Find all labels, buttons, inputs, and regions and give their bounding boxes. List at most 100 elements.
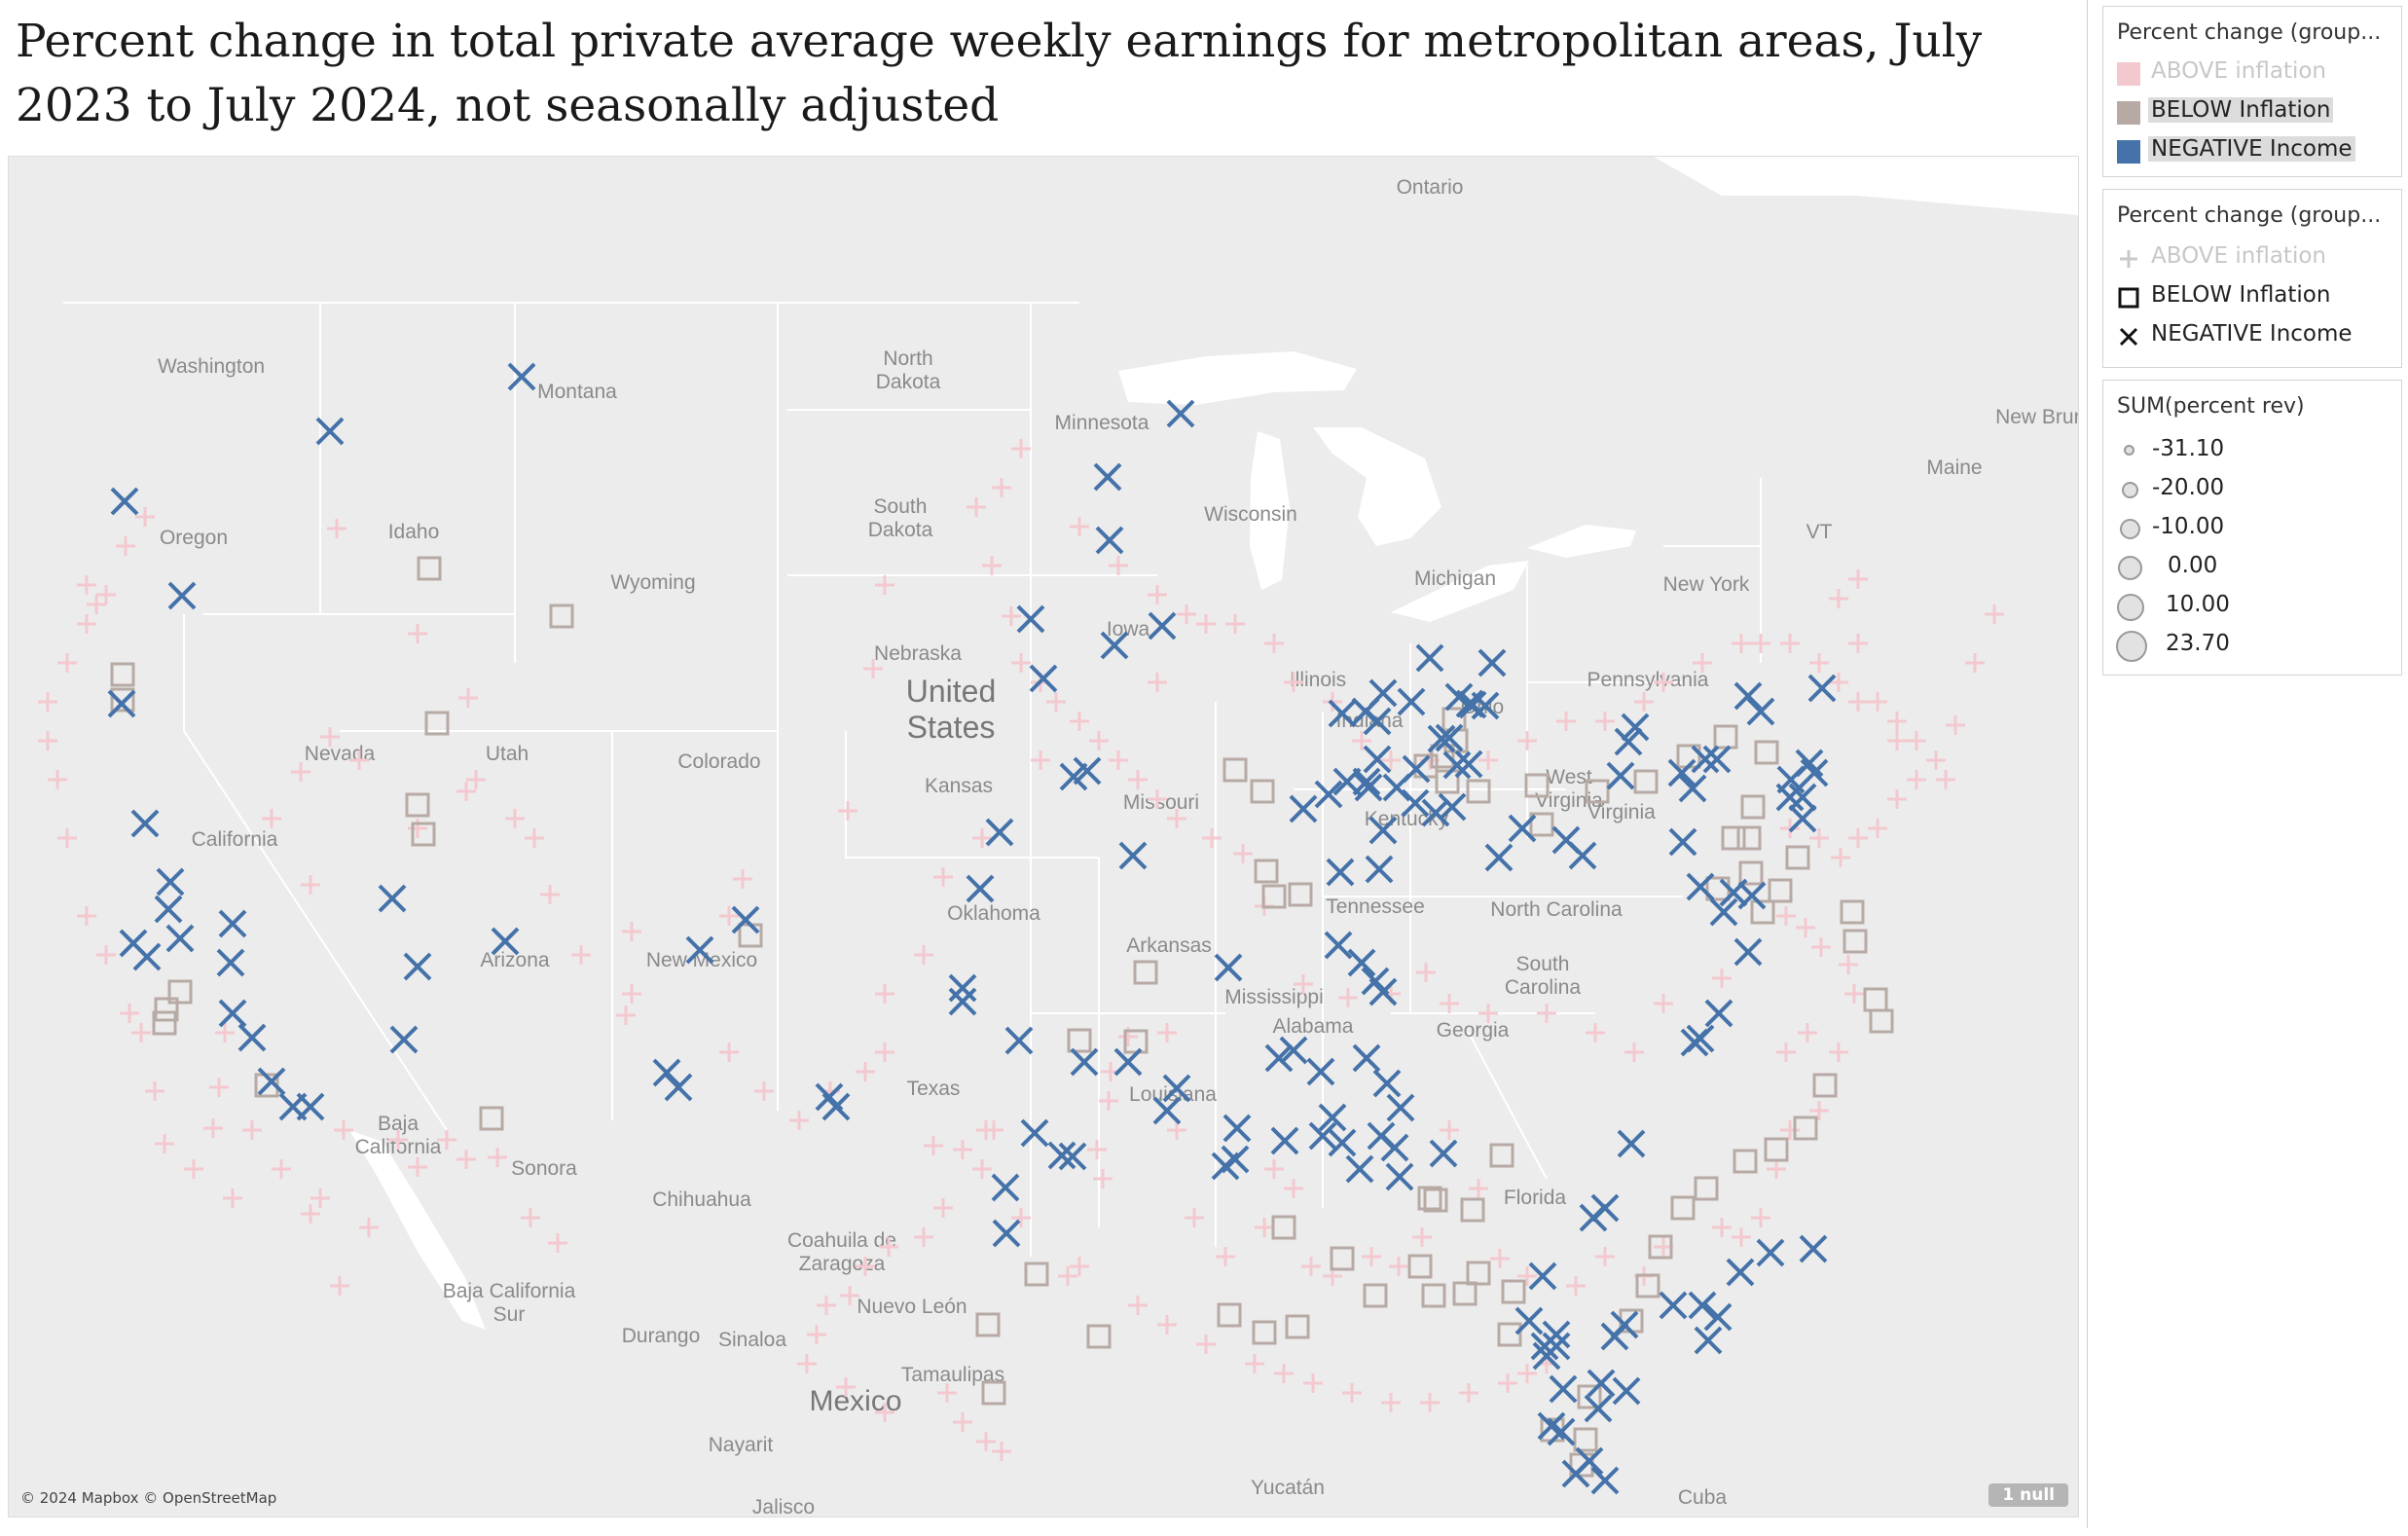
negative-income-marker[interactable] bbox=[1702, 745, 1732, 774]
below-inflation-marker[interactable] bbox=[1585, 779, 1610, 804]
above-inflation-marker[interactable] bbox=[145, 1081, 164, 1101]
negative-income-marker[interactable] bbox=[403, 952, 432, 981]
map-view[interactable]: Washington Oregon Idaho Montana Wyoming Nevad… bbox=[8, 156, 2079, 1518]
below-inflation-marker[interactable] bbox=[1133, 960, 1158, 985]
above-inflation-marker[interactable] bbox=[525, 828, 544, 848]
above-inflation-marker[interactable] bbox=[1255, 1218, 1274, 1237]
negative-income-marker[interactable] bbox=[1587, 1369, 1616, 1398]
below-inflation-marker[interactable] bbox=[167, 979, 193, 1005]
negative-income-marker[interactable] bbox=[1214, 953, 1243, 982]
negative-income-marker[interactable] bbox=[821, 1092, 851, 1121]
above-inflation-marker[interactable] bbox=[879, 1237, 898, 1257]
above-inflation-marker[interactable] bbox=[1936, 770, 1955, 789]
above-inflation-marker[interactable] bbox=[972, 828, 992, 848]
above-inflation-marker[interactable] bbox=[1829, 673, 1848, 692]
negative-income-marker[interactable] bbox=[1368, 678, 1398, 708]
below-inflation-marker[interactable] bbox=[1421, 1283, 1446, 1308]
above-inflation-marker[interactable] bbox=[1352, 731, 1371, 750]
negative-income-marker[interactable] bbox=[389, 1025, 419, 1054]
above-inflation-marker[interactable] bbox=[1478, 1004, 1498, 1023]
above-inflation-marker[interactable] bbox=[982, 556, 1002, 575]
negative-income-marker[interactable] bbox=[1590, 1466, 1620, 1495]
below-inflation-marker[interactable] bbox=[479, 1106, 504, 1131]
above-inflation-marker[interactable] bbox=[38, 731, 57, 750]
above-inflation-marker[interactable] bbox=[1070, 517, 1089, 536]
above-inflation-marker[interactable] bbox=[1566, 1276, 1586, 1296]
negative-income-marker[interactable] bbox=[491, 927, 520, 956]
below-inflation-marker[interactable] bbox=[1501, 1279, 1526, 1304]
above-inflation-marker[interactable] bbox=[155, 1134, 174, 1153]
negative-income-marker[interactable] bbox=[1668, 827, 1697, 857]
above-inflation-marker[interactable] bbox=[571, 945, 591, 965]
above-inflation-marker[interactable] bbox=[1537, 1004, 1556, 1023]
below-inflation-marker[interactable] bbox=[424, 711, 450, 736]
above-inflation-marker[interactable] bbox=[1389, 1257, 1408, 1276]
below-inflation-marker[interactable] bbox=[1764, 1137, 1789, 1162]
above-inflation-marker[interactable] bbox=[1185, 1208, 1204, 1227]
above-inflation-marker[interactable] bbox=[310, 1189, 330, 1208]
negative-income-marker[interactable] bbox=[1361, 967, 1390, 996]
above-inflation-marker[interactable] bbox=[1776, 906, 1796, 926]
negative-income-marker[interactable] bbox=[1352, 1043, 1381, 1073]
above-inflation-marker[interactable] bbox=[1829, 1042, 1848, 1062]
below-inflation-marker[interactable] bbox=[1497, 1322, 1522, 1347]
negative-income-marker[interactable] bbox=[507, 362, 536, 391]
negative-income-marker[interactable] bbox=[1694, 1326, 1723, 1355]
below-inflation-marker[interactable] bbox=[110, 687, 135, 713]
negative-income-marker[interactable] bbox=[1549, 1374, 1578, 1404]
negative-income-marker[interactable] bbox=[1709, 897, 1738, 927]
above-inflation-marker[interactable] bbox=[1093, 1169, 1113, 1189]
negative-income-marker[interactable] bbox=[216, 948, 245, 977]
above-inflation-marker[interactable] bbox=[937, 1383, 957, 1403]
above-inflation-marker[interactable] bbox=[540, 885, 560, 904]
negative-income-marker[interactable] bbox=[1352, 767, 1381, 796]
above-inflation-marker[interactable] bbox=[1848, 634, 1868, 653]
below-inflation-marker[interactable] bbox=[1417, 1186, 1442, 1211]
above-inflation-marker[interactable] bbox=[976, 1432, 996, 1451]
above-inflation-marker[interactable] bbox=[1868, 692, 1887, 712]
above-inflation-marker[interactable] bbox=[622, 984, 641, 1004]
below-inflation-marker[interactable] bbox=[1254, 859, 1279, 884]
below-inflation-marker[interactable] bbox=[1261, 884, 1287, 909]
above-inflation-marker[interactable] bbox=[223, 1189, 242, 1208]
above-inflation-marker[interactable] bbox=[456, 782, 476, 801]
above-inflation-marker[interactable] bbox=[1196, 1335, 1216, 1354]
above-inflation-marker[interactable] bbox=[1381, 750, 1401, 770]
negative-income-marker[interactable] bbox=[1746, 697, 1775, 726]
below-inflation-marker[interactable] bbox=[1285, 1314, 1310, 1339]
below-inflation-marker[interactable] bbox=[1086, 1324, 1112, 1349]
negative-income-marker[interactable] bbox=[948, 987, 977, 1016]
above-inflation-marker[interactable] bbox=[1654, 994, 1673, 1013]
size-legend[interactable]: SUM(percent rev) -31.10 -20.00 -10.00 0.… bbox=[2102, 380, 2402, 676]
negative-income-marker[interactable] bbox=[1347, 948, 1376, 977]
below-inflation-marker[interactable] bbox=[1363, 1283, 1388, 1308]
below-inflation-marker[interactable] bbox=[1024, 1262, 1049, 1287]
negative-income-marker[interactable] bbox=[1547, 1417, 1576, 1446]
above-inflation-marker[interactable] bbox=[327, 519, 347, 538]
above-inflation-marker[interactable] bbox=[1002, 606, 1021, 626]
above-inflation-marker[interactable] bbox=[466, 770, 486, 789]
above-inflation-marker[interactable] bbox=[215, 1023, 235, 1042]
above-inflation-marker[interactable] bbox=[1011, 439, 1031, 458]
negative-income-marker[interactable] bbox=[1397, 687, 1426, 716]
negative-income-marker[interactable] bbox=[985, 818, 1014, 847]
above-inflation-marker[interactable] bbox=[1338, 988, 1358, 1007]
above-inflation-marker[interactable] bbox=[1196, 614, 1216, 634]
below-inflation-marker[interactable] bbox=[1713, 724, 1738, 750]
negative-income-marker[interactable] bbox=[1775, 783, 1805, 812]
negative-income-marker[interactable] bbox=[1421, 798, 1450, 827]
above-inflation-marker[interactable] bbox=[116, 536, 135, 556]
below-inflation-marker[interactable] bbox=[1840, 899, 1865, 925]
above-inflation-marker[interactable] bbox=[754, 1081, 774, 1101]
below-inflation-marker[interactable] bbox=[1423, 1188, 1448, 1213]
negative-income-marker[interactable] bbox=[1324, 931, 1353, 960]
above-inflation-marker[interactable] bbox=[262, 809, 281, 828]
negative-income-marker[interactable] bbox=[218, 999, 247, 1028]
markers-layer[interactable] bbox=[38, 362, 2004, 1495]
below-inflation-marker[interactable] bbox=[1222, 757, 1248, 783]
negative-income-marker[interactable] bbox=[1800, 758, 1829, 787]
above-inflation-marker[interactable] bbox=[1284, 1179, 1303, 1198]
above-inflation-marker[interactable] bbox=[1848, 828, 1868, 848]
above-inflation-marker[interactable] bbox=[1809, 1101, 1829, 1120]
above-inflation-marker[interactable] bbox=[1459, 1383, 1478, 1403]
